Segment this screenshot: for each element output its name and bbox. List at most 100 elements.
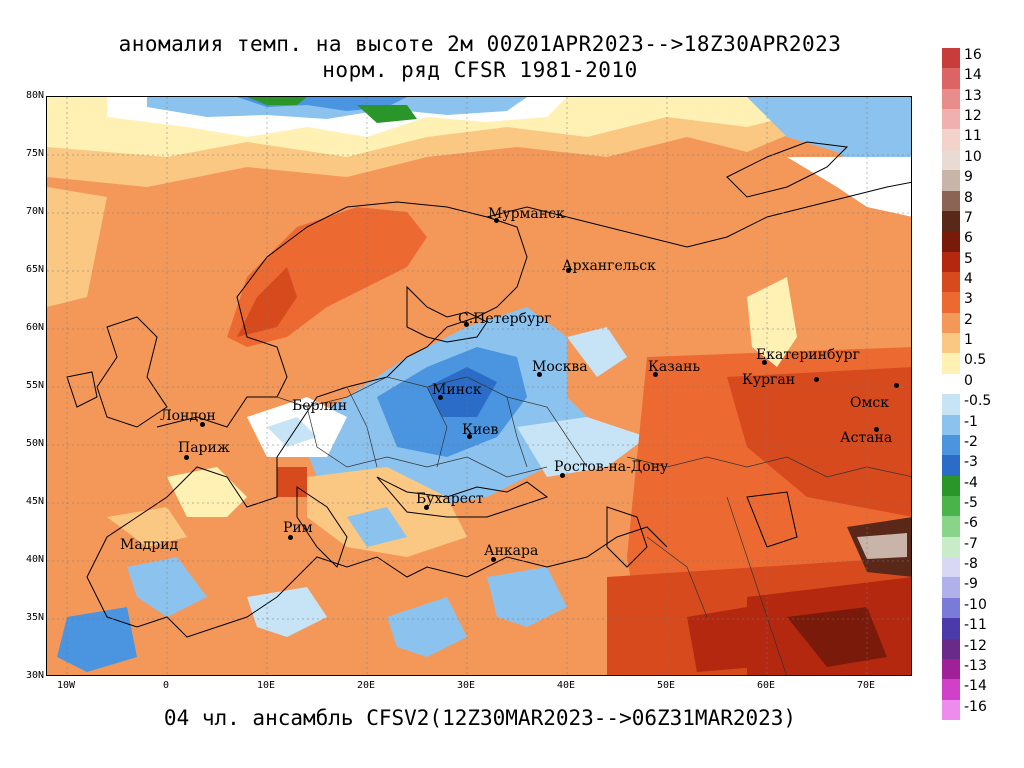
city-dot-astana [874, 427, 879, 432]
colorbar-label: 13 [964, 87, 982, 104]
lat-label-40n: 40N [25, 554, 44, 565]
city-dot-spb [464, 322, 469, 327]
colorbar-swatch [942, 557, 960, 578]
colorbar-swatch [942, 231, 960, 253]
colorbar-swatch [942, 597, 960, 619]
city-label-london: Лондон [160, 408, 216, 424]
lon-label-0: 0 [162, 680, 170, 691]
lon-label-40e: 40E [556, 680, 576, 691]
colorbar-swatch [942, 333, 960, 354]
city-label-ankara: Анкара [484, 543, 539, 559]
colorbar-label: -9 [964, 576, 978, 593]
colorbar-label: 11 [964, 128, 982, 145]
colorbar-label: -13 [964, 657, 987, 674]
ensemble-caption: 04 чл. ансамбль CFSV2(12Z30MAR2023-->06Z… [163, 706, 797, 730]
city-label-kiev: Киев [462, 422, 499, 438]
colorbar-label: 4 [964, 271, 973, 287]
colorbar-swatch [942, 699, 960, 721]
colorbar-swatch [942, 679, 960, 701]
colorbar [942, 48, 960, 721]
lon-label-70e: 70E [856, 680, 876, 691]
colorbar-label: -3 [964, 454, 978, 471]
colorbar-label: -10 [964, 596, 987, 613]
lat-label-60n: 60N [25, 322, 44, 333]
colorbar-swatch [942, 536, 960, 558]
lat-label-30n: 30N [25, 670, 44, 681]
colorbar-swatch [942, 170, 960, 192]
temperature-anomaly-map [46, 96, 912, 676]
colorbar-label: -5 [964, 495, 978, 511]
city-label-kurgan: Курган [742, 372, 796, 388]
city-label-astana: Астана [840, 430, 893, 446]
colorbar-swatch [942, 414, 960, 436]
lon-label-10w: 10W [56, 680, 76, 691]
anomaly-field [47, 97, 911, 675]
city-dot-rostov [560, 473, 565, 478]
colorbar-label: 6 [964, 230, 973, 247]
lat-label-50n: 50N [25, 438, 44, 449]
colorbar-swatch [942, 149, 960, 171]
colorbar-label: 12 [964, 108, 982, 125]
city-label-rome: Рим [283, 520, 313, 536]
colorbar-swatch [942, 394, 960, 416]
city-label-omsk: Омск [850, 395, 889, 411]
colorbar-label: -16 [964, 698, 987, 715]
city-label-arkhangelsk: Архангельск [562, 258, 656, 274]
lon-label-60e: 60E [756, 680, 776, 691]
city-dot-paris [184, 455, 189, 460]
colorbar-swatch [942, 658, 960, 680]
city-label-kazan: Казань [648, 359, 701, 375]
colorbar-swatch [942, 475, 960, 497]
city-dot-minsk [438, 395, 443, 400]
colorbar-swatch [942, 577, 960, 599]
colorbar-label: -12 [964, 637, 987, 654]
city-label-moscow: Москва [532, 359, 588, 375]
colorbar-label: -14 [964, 678, 987, 695]
colorbar-swatch [942, 434, 960, 456]
city-dot-bucharest [424, 505, 429, 510]
city-dot-kurgan [814, 377, 819, 382]
colorbar-label: -6 [964, 515, 978, 532]
city-dot-arkhangelsk [566, 268, 571, 273]
city-dot-moscow [537, 372, 542, 377]
lat-label-55n: 55N [25, 380, 44, 391]
lat-label-45n: 45N [25, 496, 44, 507]
city-label-bucharest: Бухарест [416, 491, 484, 507]
colorbar-swatch [942, 496, 960, 517]
map-title: аномалия темп. на высоте 2м 00Z01APR2023… [118, 32, 842, 56]
colorbar-label: -8 [964, 556, 978, 573]
map-subtitle: норм. ряд CFSR 1981-2010 [322, 58, 638, 82]
city-dot-kazan [653, 372, 658, 377]
colorbar-label: -11 [964, 617, 987, 634]
city-label-rostov: Ростов-на-Дону [554, 459, 669, 475]
colorbar-swatch [942, 210, 960, 232]
colorbar-swatch [942, 68, 960, 90]
lat-label-70n: 70N [25, 206, 44, 217]
city-label-minsk: Минск [432, 382, 482, 398]
city-label-paris: Париж [178, 440, 230, 456]
city-label-madrid: Мадрид [120, 537, 179, 553]
colorbar-swatch [942, 638, 960, 660]
colorbar-swatch [942, 353, 960, 375]
colorbar-label: -7 [964, 535, 978, 552]
colorbar-swatch [942, 251, 960, 273]
colorbar-swatch [942, 272, 960, 293]
colorbar-swatch [942, 109, 960, 130]
colorbar-label: -1 [964, 413, 978, 430]
lon-label-30e: 30E [456, 680, 476, 691]
colorbar-label: -0.5 [964, 393, 992, 410]
lat-label-80n: 80N [25, 90, 44, 101]
colorbar-label: 1 [964, 332, 973, 349]
city-dot-ankara [491, 557, 496, 562]
city-dot-london [200, 422, 205, 427]
colorbar-label: 10 [964, 148, 982, 165]
colorbar-label: 3 [964, 291, 973, 308]
colorbar-swatch [942, 88, 960, 110]
city-label-murmansk: Мурманск [488, 206, 565, 222]
city-label-spb: С.Петербург [458, 311, 552, 327]
lon-label-50e: 50E [656, 680, 676, 691]
city-dot-ekaterinburg [762, 360, 767, 365]
colorbar-label: -4 [964, 474, 978, 491]
lat-label-75n: 75N [25, 148, 44, 159]
colorbar-swatch [942, 618, 960, 640]
